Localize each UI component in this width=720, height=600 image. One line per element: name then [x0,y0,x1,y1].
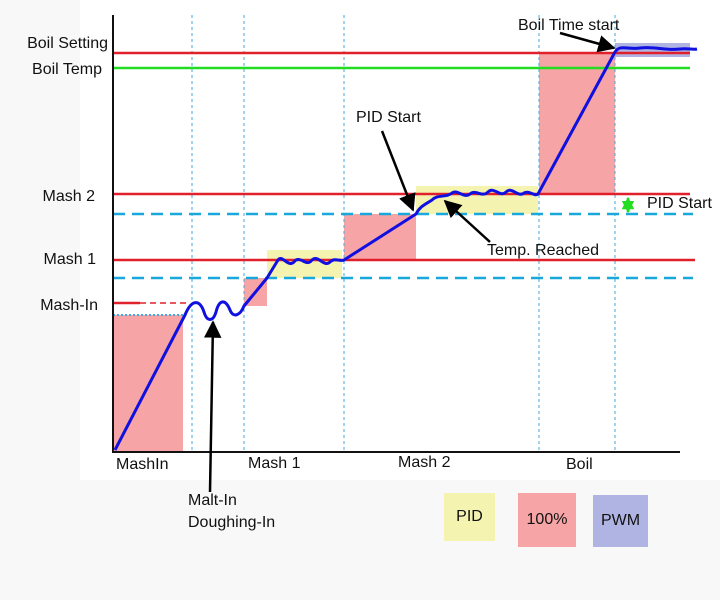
arrow-malt-in [203,320,222,493]
legend-pid-label: PID [456,508,483,525]
label-mash-in: Mash-In [40,297,98,314]
legend-full-power-label: 100% [526,511,568,528]
legend-pwm: PWM [593,495,648,547]
phase-label-mash1: Mash 1 [248,455,301,472]
arrow-boil-time-start [559,31,616,53]
phase-separators [191,15,616,452]
label-boil-temp: Boil Temp [32,61,102,78]
annotation-doughing-in: Doughing-In [188,514,275,531]
arrow-temp-reached [443,199,491,243]
legend-full-power: 100% [518,493,576,547]
legend-pwm-label: PWM [600,512,641,529]
y-labels: Boil Setting Boil Temp Mash 2 Mash 1 Mas… [27,35,108,314]
annotation-pid-start-top: PID Start [356,109,421,126]
label-mash2: Mash 2 [43,188,96,205]
label-mash1: Mash 1 [44,251,97,268]
annotation-malt-in: Malt-In [188,492,237,509]
legend-pid: PID [444,493,495,541]
phase-label-boil: Boil [566,456,593,473]
pid-region-mash2 [416,186,538,214]
annotation-boil-time-start: Boil Time start [518,17,620,34]
phase-label-mash2: Mash 2 [398,454,451,471]
phase-labels: MashIn Mash 1 Mash 2 Boil [116,454,593,473]
phase-label-mashin: MashIn [116,456,168,473]
annotations: Boil Time start PID Start PID Start Temp… [188,17,712,531]
pid-region-mash1 [267,250,342,278]
label-boil-setting: Boil Setting [27,35,108,52]
annotation-temp-reached: Temp. Reached [487,242,599,259]
arrow-pid-start [380,130,416,212]
temperature-curve [113,46,698,451]
annotation-pid-start-right: PID Start [647,195,712,212]
